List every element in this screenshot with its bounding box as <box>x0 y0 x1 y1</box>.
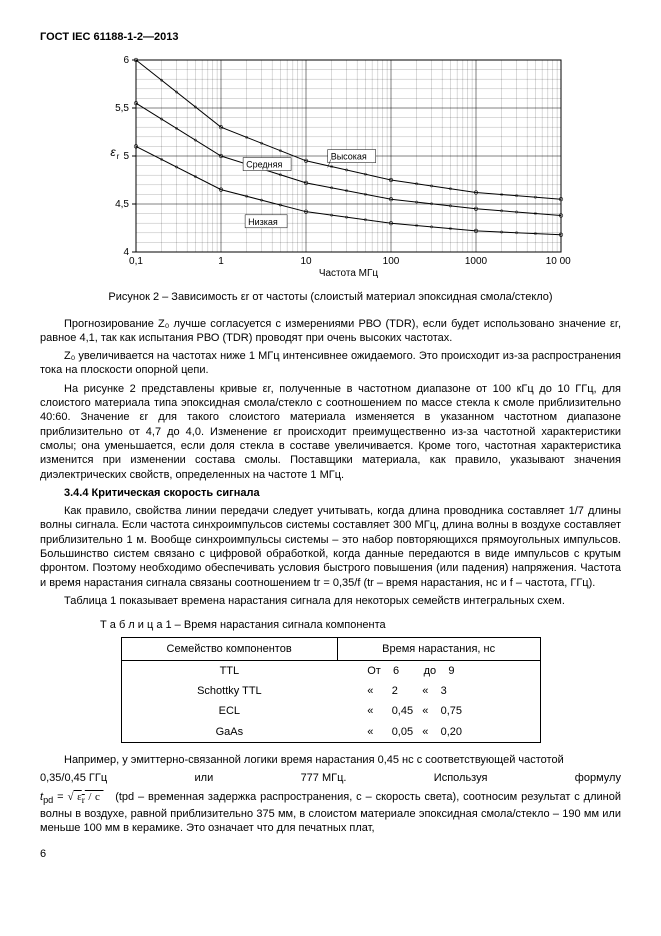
formula-tail: (tpd – временная задержка распространени… <box>40 791 621 834</box>
p6b-mid2: 777 МГц. <box>301 771 347 785</box>
svg-text:r: r <box>116 152 119 161</box>
table-cell-name: ECL <box>121 701 337 721</box>
table-cell-value: « 0,45 « 0,75 <box>337 701 540 721</box>
svg-text:Низкая: Низкая <box>248 217 278 227</box>
table-cell-name: TTL <box>121 660 337 681</box>
table-header-family: Семейство компонентов <box>121 637 337 660</box>
figure-2-caption: Рисунок 2 – Зависимость εr от частоты (с… <box>40 290 621 304</box>
table-cell-name: GaAs <box>121 722 337 743</box>
p6b-mid3: Используя <box>434 771 488 785</box>
table-row: ECL « 0,45 « 0,75 <box>121 701 540 721</box>
paragraph-5: Таблица 1 показывает времена нарастания … <box>40 594 621 608</box>
paragraph-4: Как правило, свойства линии передачи сле… <box>40 504 621 590</box>
svg-text:10 000: 10 000 <box>545 256 570 267</box>
table-cell-value: От 6 до 9 <box>337 660 540 681</box>
doc-header: ГОСТ IEC 61188-1-2—2013 <box>40 30 621 44</box>
table-row: GaAs « 0,05 « 0,20 <box>121 722 540 743</box>
svg-text:4,5: 4,5 <box>115 199 129 210</box>
p6b-right: формулу <box>575 771 621 785</box>
svg-text:ε: ε <box>110 145 116 159</box>
svg-text:Высокая: Высокая <box>330 152 366 162</box>
svg-text:Средняя: Средняя <box>246 160 282 170</box>
p6b-mid1: или <box>195 771 214 785</box>
p6b-left: 0,35/0,45 ГГц <box>40 771 107 785</box>
svg-text:Частота МГц: Частота МГц <box>318 268 378 279</box>
table-cell-value: « 2 « 3 <box>337 681 540 701</box>
table-cell-value: « 0,05 « 0,20 <box>337 722 540 743</box>
table-row: Schottky TTL « 2 « 3 <box>121 681 540 701</box>
svg-text:5,5: 5,5 <box>115 103 129 114</box>
svg-text:1000: 1000 <box>464 256 487 267</box>
table-cell-name: Schottky TTL <box>121 681 337 701</box>
paragraph-6b: 0,35/0,45 ГГц или 777 МГц. Используя фор… <box>40 771 621 785</box>
paragraph-3: На рисунке 2 представлены кривые εr, пол… <box>40 382 621 482</box>
table-header-risetime: Время нарастания, нс <box>337 637 540 660</box>
paragraph-6a: Например, у эмиттерно-связанной логики в… <box>40 753 621 767</box>
page-number: 6 <box>40 847 621 861</box>
svg-text:6: 6 <box>123 55 129 66</box>
svg-text:100: 100 <box>382 256 399 267</box>
svg-text:10: 10 <box>300 256 312 267</box>
table-row: TTL От 6 до 9 <box>121 660 540 681</box>
paragraph-2: Z₀ увеличивается на частотах ниже 1 МГц … <box>40 349 621 378</box>
figure-2-chart: 44,555,560,1110100100010 000εrЧастота МГ… <box>91 52 571 282</box>
table-header-row: Семейство компонентов Время нарастания, … <box>121 637 540 660</box>
svg-text:0,1: 0,1 <box>129 256 143 267</box>
formula-tpd: tpd = √ εr / c (tpd – временная задержка… <box>40 790 621 836</box>
svg-text:1: 1 <box>218 256 224 267</box>
svg-text:5: 5 <box>123 151 129 162</box>
section-3-4-4-title: 3.4.4 Критическая скорость сигнала <box>40 486 621 500</box>
paragraph-1: Прогнозирование Z₀ лучше согласуется с и… <box>40 317 621 346</box>
table-1-caption: Т а б л и ц а 1 – Время нарастания сигна… <box>40 618 621 632</box>
table-1: Семейство компонентов Время нарастания, … <box>121 637 541 743</box>
